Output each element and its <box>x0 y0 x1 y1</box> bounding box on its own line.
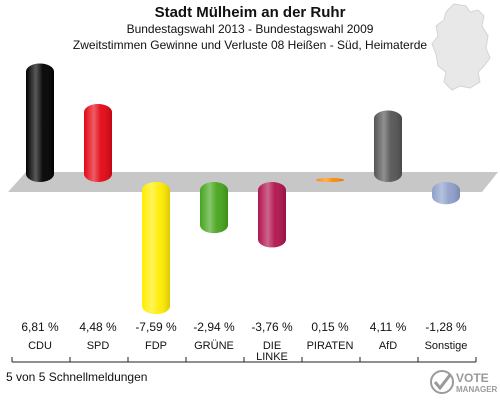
category-label: FDP <box>145 340 167 352</box>
value-label: -1,28 % <box>425 320 467 334</box>
chart-subtitle-detail: Zweitstimmen Gewinne und Verluste 08 Hei… <box>72 38 428 52</box>
value-label: -3,76 % <box>251 320 293 334</box>
value-label: 0,15 % <box>311 320 349 334</box>
bar-gr-ne <box>200 182 228 234</box>
baseline-band <box>8 172 498 192</box>
bar-cdu <box>26 63 54 183</box>
bar-sonstige <box>432 182 460 205</box>
votemanager-logo: VOTE MANAGER <box>430 370 498 394</box>
category-label: AfD <box>379 340 397 352</box>
category-label: SPD <box>87 340 110 352</box>
chart-title: Stadt Mülheim an der Ruhr <box>154 4 346 21</box>
category-label: Sonstige <box>425 340 468 352</box>
category-label: GRÜNE <box>194 340 234 352</box>
bar-spd <box>84 104 112 182</box>
status-text: 5 von 5 Schnellmeldungen <box>6 370 148 384</box>
bar-shine <box>200 182 228 234</box>
chart-subtitle: Bundestagswahl 2013 - Bundestagswahl 200… <box>126 22 374 36</box>
category-label: LINKE <box>256 351 288 363</box>
bar-afd <box>374 110 402 182</box>
bar-shine <box>84 104 112 182</box>
bar-fdp <box>142 182 170 315</box>
category-label: PIRATEN <box>307 340 354 352</box>
value-label: 6,81 % <box>21 320 59 334</box>
germany-map-icon <box>431 3 491 91</box>
category-label: CDU <box>28 340 52 352</box>
bar-die-linke <box>258 182 286 248</box>
logo-text: VOTE <box>456 371 489 385</box>
logo-subtext: MANAGER <box>456 385 498 394</box>
bar-shine <box>142 182 170 315</box>
bar-shine <box>258 182 286 248</box>
value-label: -2,94 % <box>193 320 235 334</box>
bar-shine <box>374 110 402 182</box>
value-label: 4,11 % <box>370 320 407 334</box>
category-label: DIE <box>263 340 281 352</box>
bar-shine <box>432 182 460 205</box>
bar-piraten <box>316 178 344 182</box>
value-label: 4,48 % <box>79 320 117 334</box>
value-label: -7,59 % <box>135 320 177 334</box>
bar-shine <box>316 178 344 182</box>
bar-shine <box>26 63 54 183</box>
